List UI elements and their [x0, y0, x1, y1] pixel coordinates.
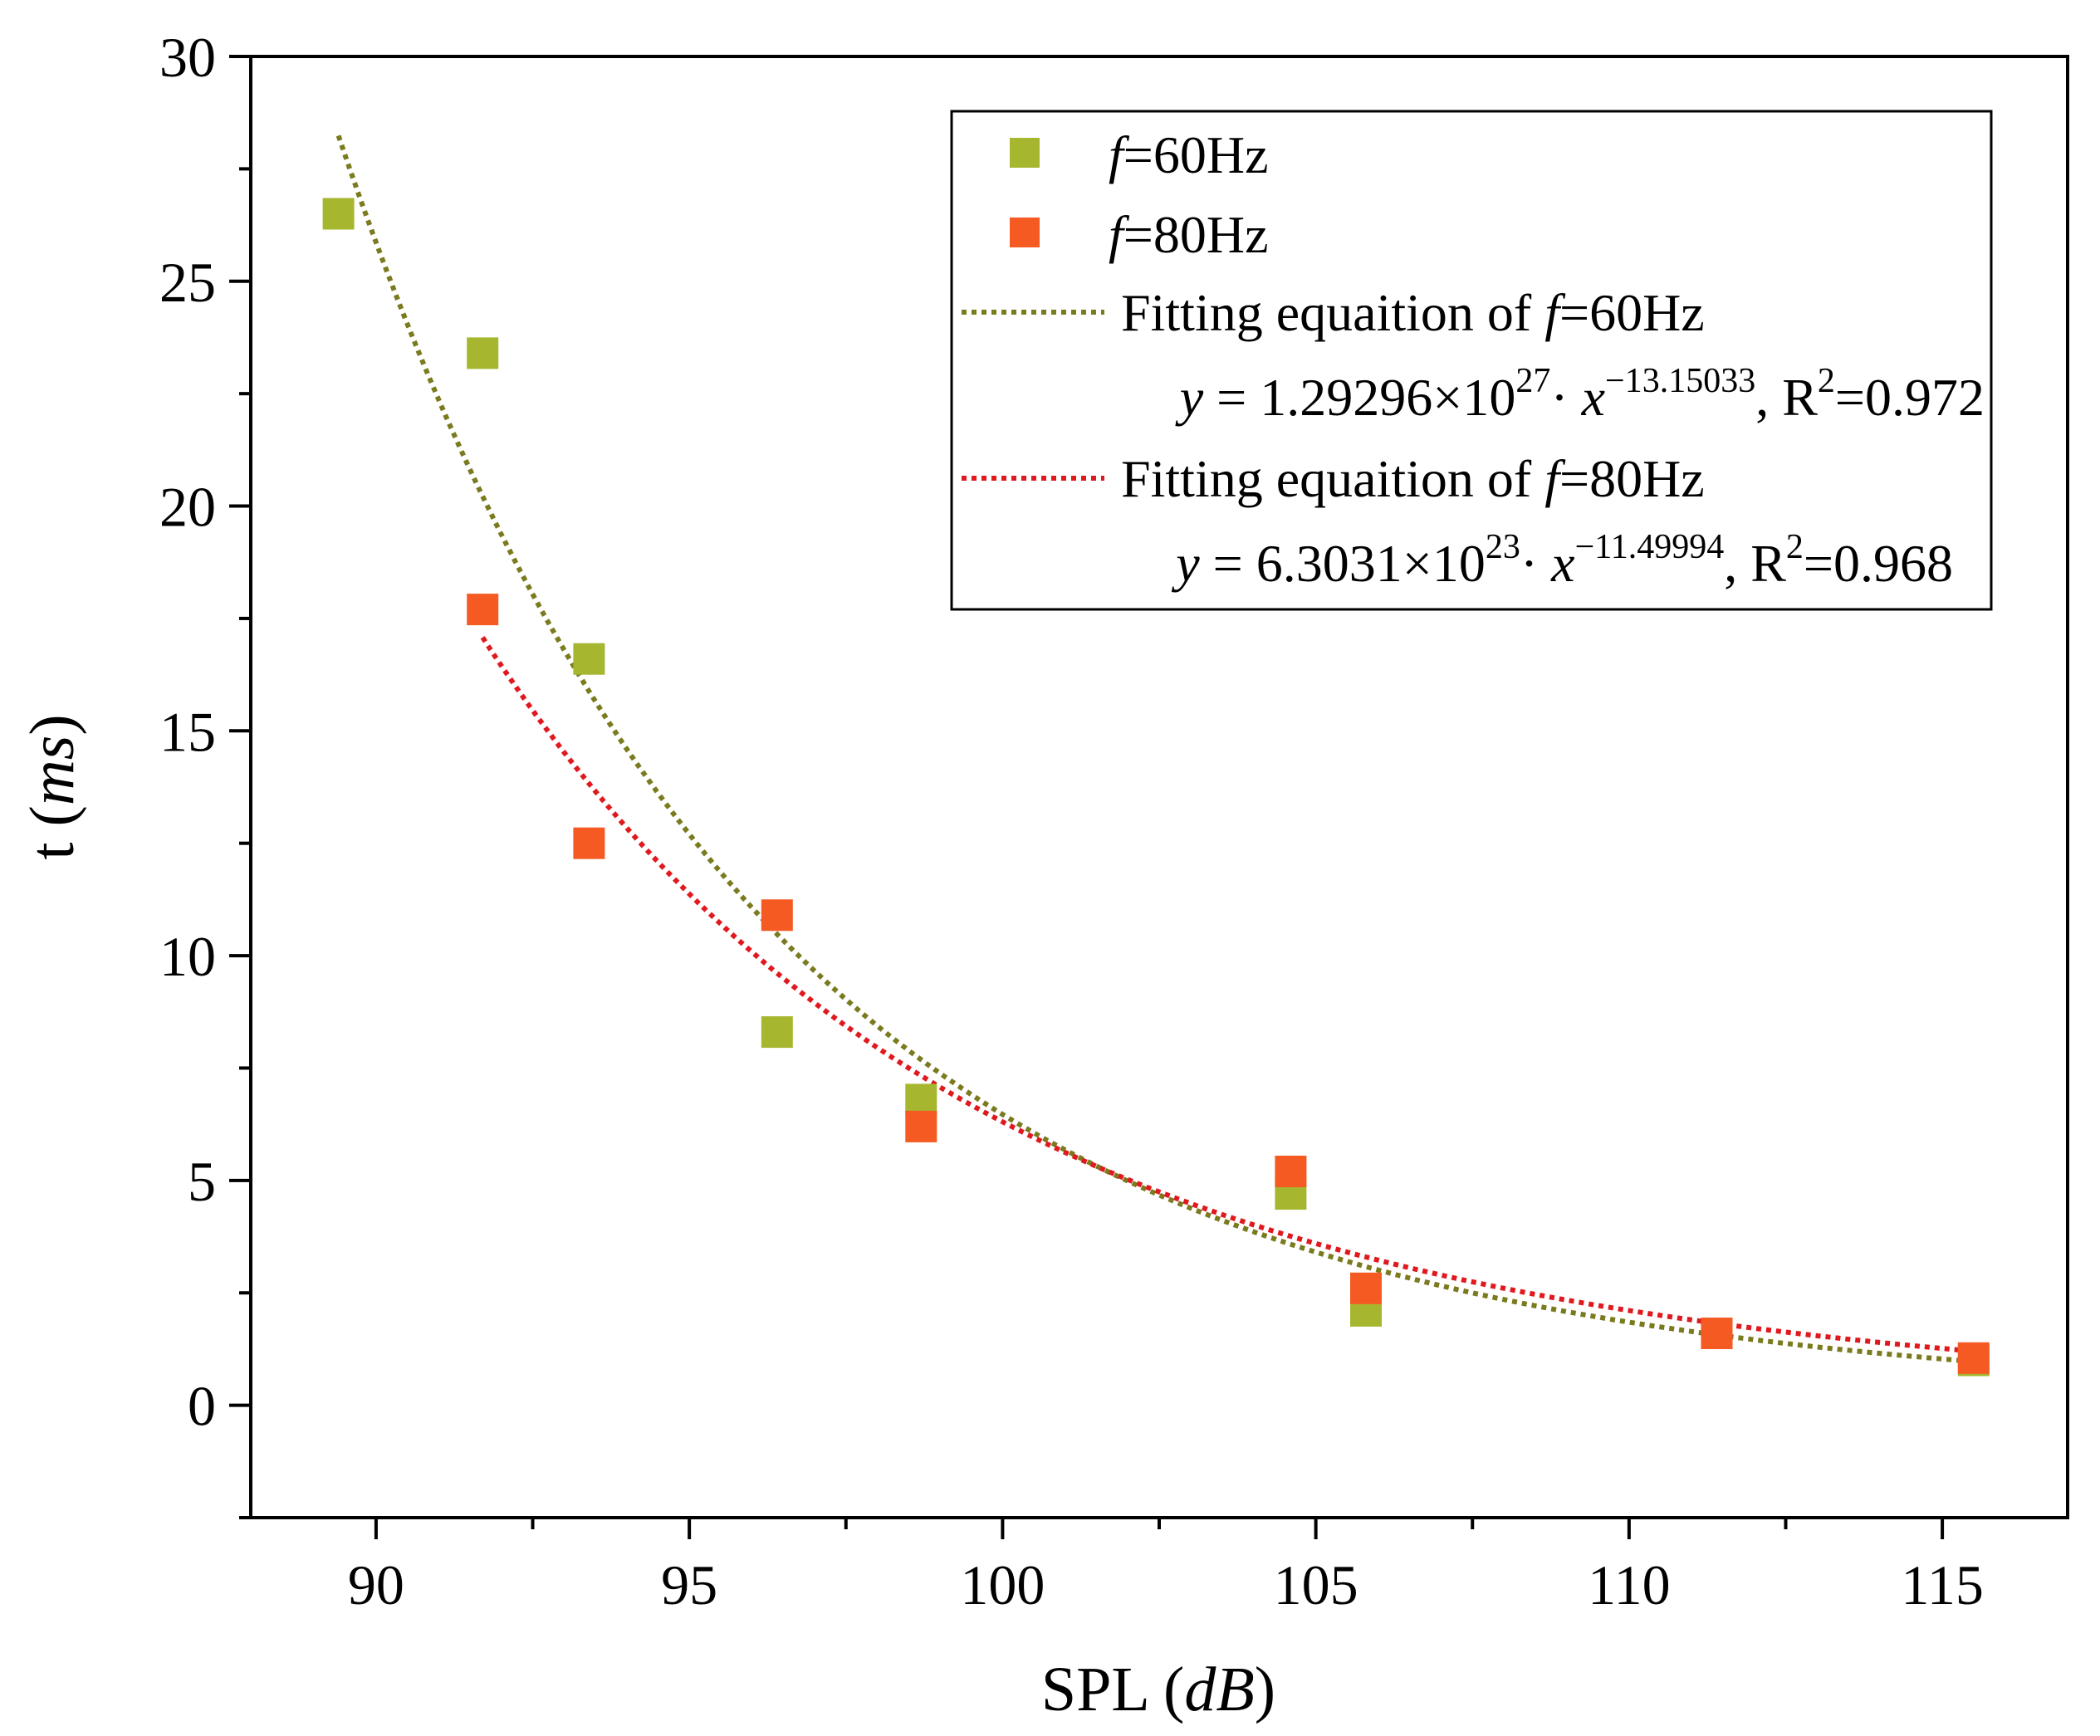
legend: f=60Hz f=80Hz Fitting equaition of f=60H…	[950, 110, 1993, 611]
y-tick-label: 15	[159, 700, 216, 763]
eq60-exp1: 27	[1515, 362, 1550, 400]
x-axis-ticks: 90 95 100 105 110 115	[348, 1518, 1984, 1616]
point-80hz	[1350, 1272, 1382, 1304]
y-axis-title-main: t (	[17, 805, 87, 859]
point-80hz	[1275, 1156, 1307, 1187]
eq60-r2-val: =0.972	[1835, 368, 1985, 427]
eq60-exp2: −13.15033	[1605, 362, 1755, 400]
x-tick-label: 115	[1901, 1553, 1983, 1616]
y-tick-label: 5	[188, 1150, 216, 1213]
x-axis-title-main: SPL (	[1041, 1655, 1184, 1724]
y-axis-title: t (ms)	[17, 714, 87, 859]
y-tick-label: 0	[188, 1375, 216, 1438]
x-tick-label: 105	[1274, 1553, 1358, 1616]
x-axis-title-close: )	[1255, 1655, 1275, 1724]
legend-fit-label-80hz: Fitting equaition of f=80Hz	[1121, 449, 1705, 508]
eq60-r2-pre: , R	[1755, 368, 1818, 427]
legend-label-60hz-rest: =60Hz	[1123, 125, 1269, 184]
legend-marker-80hz	[1010, 218, 1040, 247]
eq80-exp1: 23	[1486, 528, 1520, 566]
equation-80hz: y = 6.3031×1023· x−11.49994, R2=0.968	[1171, 528, 1953, 593]
data-markers	[322, 198, 1990, 1377]
x-tick-label: 110	[1588, 1553, 1670, 1616]
legend-fit-label-80hz-suffix: =80Hz	[1559, 449, 1705, 508]
y-tick-label: 20	[159, 476, 216, 539]
eq80-dot: ·	[1520, 534, 1551, 593]
point-60hz	[761, 1016, 793, 1049]
point-80hz	[1701, 1318, 1733, 1349]
point-80hz	[761, 899, 793, 932]
x-tick-label: 100	[960, 1553, 1045, 1616]
y-axis-title-close: )	[17, 714, 87, 735]
point-60hz	[322, 198, 355, 230]
x-axis-title-unit: dB	[1184, 1655, 1254, 1724]
point-60hz	[467, 337, 499, 369]
legend-fit-label-60hz-prefix: Fitting equaition of	[1121, 283, 1544, 342]
x-axis-title: SPL (dB)	[1041, 1655, 1275, 1724]
eq80-x: x	[1550, 534, 1574, 593]
x-tick-label: 90	[348, 1553, 404, 1616]
legend-label-80hz: f=80Hz	[1109, 205, 1269, 264]
eq80-mid: = 6.3031×10	[1200, 534, 1486, 593]
y-tick-label: 30	[159, 26, 216, 89]
legend-fit-label-60hz: Fitting equaition of f=60Hz	[1121, 283, 1705, 342]
eq80-r2-exp: 2	[1786, 528, 1804, 566]
eq80-r2-pre: , R	[1724, 534, 1786, 593]
eq60-dot: ·	[1550, 368, 1581, 427]
eq60-r2-exp: 2	[1818, 362, 1835, 400]
point-60hz	[905, 1083, 937, 1116]
point-80hz	[467, 594, 499, 626]
y-axis-title-unit: ms	[17, 736, 87, 805]
eq80-exp2: −11.49994	[1575, 528, 1725, 566]
y-tick-label: 10	[159, 925, 216, 988]
legend-label-80hz-rest: =80Hz	[1123, 205, 1269, 264]
legend-label-60hz: f=60Hz	[1109, 125, 1269, 184]
y-axis-ticks: 0 5 10 15 20 25 30	[159, 26, 251, 1519]
legend-marker-60hz	[1010, 138, 1040, 168]
y-tick-label: 25	[159, 251, 216, 314]
eq60-x: x	[1581, 368, 1605, 427]
legend-box	[950, 110, 1993, 611]
x-tick-label: 95	[661, 1553, 717, 1616]
point-80hz	[905, 1110, 937, 1142]
point-60hz	[573, 643, 605, 675]
legend-fit-label-60hz-suffix: =60Hz	[1559, 283, 1705, 342]
eq80-y: y	[1171, 534, 1200, 593]
equation-60hz: y = 1.29296×1027· x−13.15033, R2=0.972	[1175, 362, 1985, 427]
point-80hz	[1957, 1342, 1990, 1374]
eq80-r2-val: =0.968	[1804, 534, 1953, 593]
legend-fit-label-80hz-prefix: Fitting equaition of	[1121, 449, 1544, 508]
eq60-y: y	[1175, 368, 1204, 427]
point-80hz	[573, 827, 605, 859]
eq60-mid: = 1.29296×10	[1203, 368, 1515, 427]
